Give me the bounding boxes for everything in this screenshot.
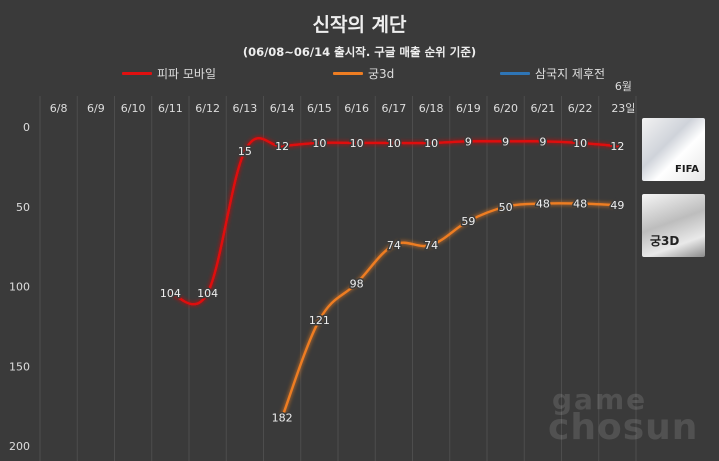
data-label-gung3d: 74: [424, 239, 438, 252]
data-label-fifa-mobile: 10: [424, 137, 438, 150]
data-point-fifa-mobile: [392, 141, 396, 145]
data-label-gung3d: 74: [387, 239, 401, 252]
legend-label-gung3d: 궁3d: [368, 67, 395, 81]
data-point-gung3d: [392, 243, 396, 247]
x-tick-label: 6/12: [195, 102, 220, 115]
data-point-fifa-mobile: [466, 139, 470, 143]
legend-label-fifa-mobile: 피파 모바일: [157, 67, 217, 81]
data-point-gung3d: [615, 203, 619, 207]
data-point-fifa-mobile: [280, 144, 284, 148]
x-tick-label: 6/11: [158, 102, 183, 115]
data-label-fifa-mobile: 12: [610, 140, 624, 153]
x-tick-label: 6/15: [307, 102, 332, 115]
x-tick-label: 6/10: [121, 102, 146, 115]
y-tick-label: 0: [23, 121, 30, 134]
chart-title: 신작의 계단: [312, 14, 407, 36]
data-label-fifa-mobile: 104: [160, 287, 181, 300]
legend-item-samgukji: 삼국지 제후전: [500, 65, 605, 82]
x-tick-label: 6/9: [87, 102, 105, 115]
x-tick-label: 6/22: [568, 102, 593, 115]
x-tick-label: 6/8: [50, 102, 68, 115]
data-point-fifa-mobile: [243, 149, 247, 153]
data-point-gung3d: [466, 219, 470, 223]
y-tick-label: 150: [9, 360, 30, 373]
data-point-fifa-mobile: [578, 141, 582, 145]
x-tick-label: 6/19: [456, 102, 481, 115]
data-point-fifa-mobile: [317, 141, 321, 145]
data-point-gung3d: [317, 318, 321, 322]
x-tick-label: 6/14: [270, 102, 295, 115]
data-label-gung3d: 50: [499, 201, 513, 214]
data-point-fifa-mobile: [206, 291, 210, 295]
watermark-line1: game: [552, 383, 648, 416]
x-tick-label: 6/13: [233, 102, 258, 115]
data-label-fifa-mobile: 9: [502, 135, 509, 148]
data-label-gung3d: 59: [461, 215, 475, 228]
data-point-gung3d: [578, 201, 582, 206]
legend-item-gung3d: 궁3d: [333, 65, 394, 82]
x-tick-label: 6/21: [531, 102, 556, 115]
chart-subtitle: (06/08~06/14 출시작. 구글 매출 순위 기준): [242, 45, 477, 59]
data-label-fifa-mobile: 10: [312, 137, 326, 150]
data-label-fifa-mobile: 10: [350, 137, 364, 150]
data-label-fifa-mobile: 15: [238, 145, 252, 158]
x-tick-label: 6/18: [419, 102, 444, 115]
fifa-mobile-thumbnail-icon: FIFA: [642, 118, 705, 181]
data-label-fifa-mobile: 10: [573, 137, 587, 150]
y-tick-label: 100: [9, 281, 30, 294]
data-label-gung3d: 48: [573, 198, 587, 211]
data-point-gung3d: [504, 205, 508, 209]
data-point-gung3d: [355, 281, 359, 285]
series-line-fifa-mobile: [169, 137, 619, 306]
data-point-gung3d: [541, 201, 545, 206]
data-point-fifa-mobile: [429, 141, 433, 145]
legend-swatch-gung3d: [333, 72, 363, 75]
legend-swatch-samgukji: [500, 72, 530, 75]
watermark-line2: chosun: [548, 407, 699, 448]
x-tick-label: 6/17: [382, 102, 407, 115]
data-label-gung3d: 49: [610, 199, 624, 212]
data-point-gung3d: [280, 415, 284, 419]
data-point-fifa-mobile: [504, 139, 508, 143]
legend-label-samgukji: 삼국지 제후전: [535, 67, 606, 81]
data-point-gung3d: [429, 243, 433, 247]
data-point-fifa-mobile: [615, 144, 619, 148]
legend-item-fifa-mobile: 피파 모바일: [122, 65, 216, 82]
legend-swatch-fifa-mobile: [122, 72, 152, 75]
data-point-fifa-mobile: [168, 291, 172, 295]
x-tick-label: 6/16: [344, 102, 369, 115]
gung3d-thumbnail-icon: 궁3D: [642, 194, 705, 257]
x-tick-label: 6/20: [493, 102, 518, 115]
data-label-fifa-mobile: 10: [387, 137, 401, 150]
y-tick-label: 200: [9, 440, 30, 453]
data-label-gung3d: 182: [272, 411, 293, 424]
series-line-gung3d: [280, 202, 619, 419]
data-label-fifa-mobile: 9: [465, 135, 472, 148]
data-label-gung3d: 48: [536, 198, 550, 211]
x-tick-label: 6월 23일: [611, 80, 635, 115]
data-label-gung3d: 98: [350, 277, 364, 290]
data-label-fifa-mobile: 9: [539, 135, 546, 148]
data-label-fifa-mobile: 104: [197, 287, 218, 300]
gung3d-logo-text: 궁3D: [650, 234, 680, 248]
gamechosun-watermark: game chosun: [548, 386, 713, 446]
y-tick-label: 50: [16, 201, 30, 214]
data-point-fifa-mobile: [541, 139, 545, 143]
fifa-logo-text: FIFA: [675, 164, 699, 175]
data-label-gung3d: 121: [309, 314, 330, 327]
data-label-fifa-mobile: 12: [275, 140, 289, 153]
data-point-fifa-mobile: [355, 141, 359, 145]
